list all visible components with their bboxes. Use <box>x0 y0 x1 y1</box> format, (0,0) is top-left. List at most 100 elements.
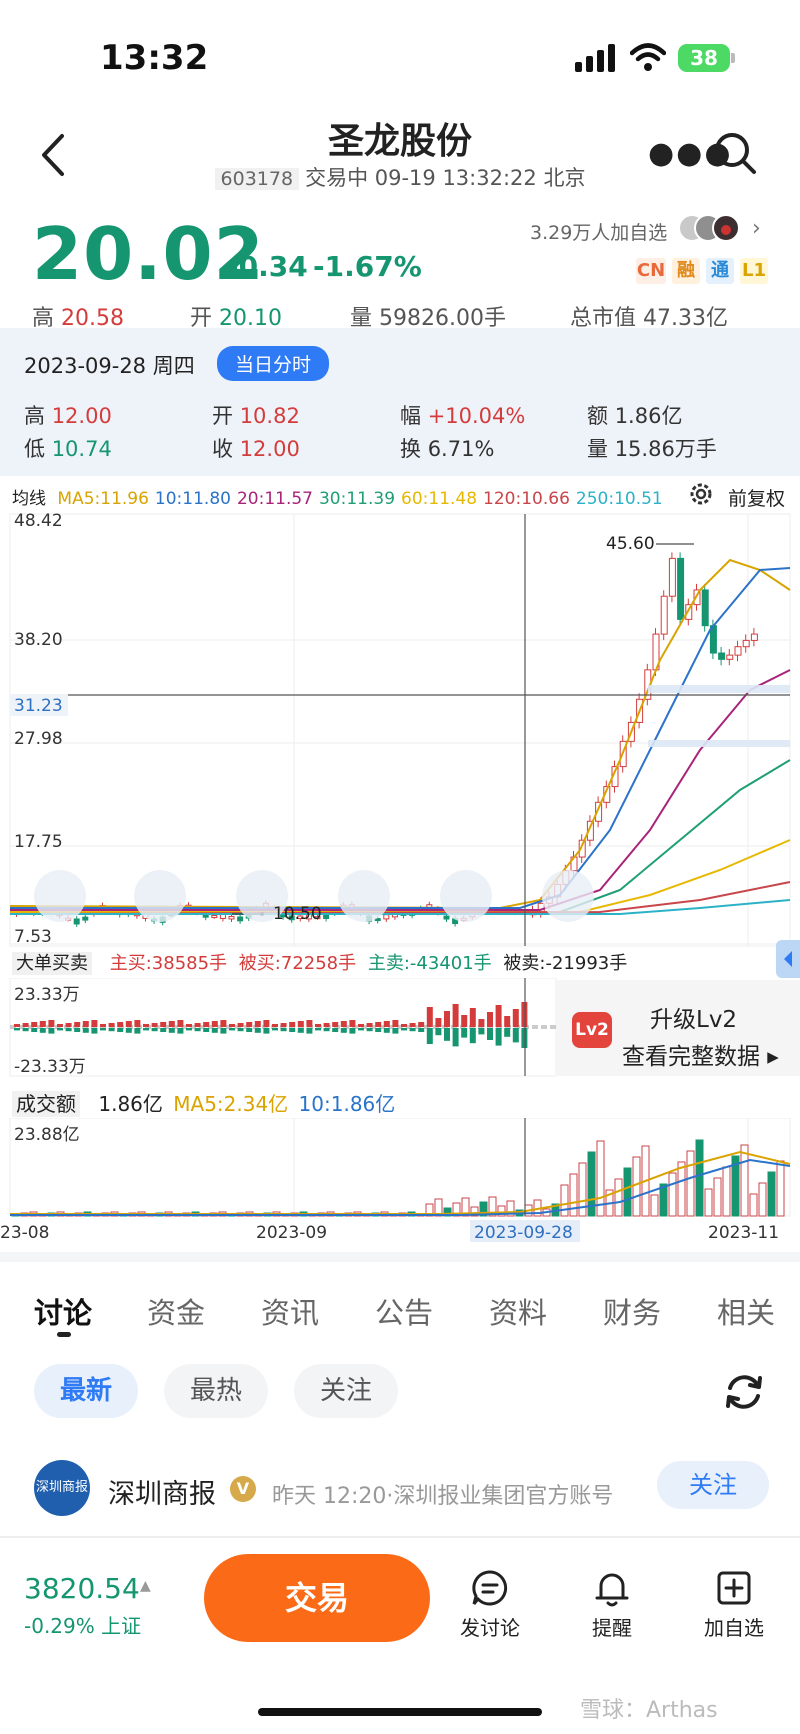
discuss-button[interactable]: 发讨论 <box>440 1568 540 1641</box>
y-axis-label: 17.75 <box>14 832 63 852</box>
tab-underline <box>57 1332 71 1337</box>
x-axis-label: 2023-11 <box>708 1223 779 1243</box>
bigorder-bar <box>48 1028 55 1034</box>
badge-cn: CN <box>636 258 666 284</box>
discuss-label: 发讨论 <box>460 1616 520 1640</box>
tab-funds[interactable]: 资金 <box>147 1296 206 1330</box>
stock-badges: CN 融 通 L1 <box>636 258 768 284</box>
bigorder-label: 大单买卖 <box>12 952 92 975</box>
info-tabs: 讨论 资金 资讯 公告 资料 财务 相关 <box>0 1290 800 1336</box>
add-watchlist-button[interactable]: 加自选 <box>684 1568 784 1641</box>
volume-bar <box>461 1197 470 1217</box>
gear-icon[interactable] <box>688 481 714 507</box>
bigorder-bar <box>297 1028 304 1033</box>
volume-bar <box>497 1205 506 1217</box>
follow-button[interactable]: 关注 <box>657 1461 769 1509</box>
candle <box>693 589 701 606</box>
remind-button[interactable]: 提醒 <box>562 1568 662 1641</box>
bigorder-bottom: -23.33万 <box>14 1057 86 1077</box>
search-icon[interactable] <box>712 130 758 176</box>
bigorder-bar <box>349 1028 356 1034</box>
bigorder-bar <box>203 1022 210 1027</box>
volume-bar <box>659 1183 668 1217</box>
candle <box>685 604 693 620</box>
chip-following[interactable]: 关注 <box>294 1364 398 1418</box>
volume-ma-line <box>10 1158 791 1216</box>
candle <box>578 839 586 858</box>
bigorder-bar <box>358 1024 364 1027</box>
bigorder-bar <box>495 1005 502 1027</box>
bigorder-bar <box>289 1022 296 1027</box>
chevron-right-icon[interactable]: › <box>752 216 761 241</box>
status-time: 13:32 <box>100 38 209 78</box>
volume-bar <box>623 1167 632 1217</box>
author-name[interactable]: 深圳商报 <box>108 1479 216 1510</box>
bigorder-bar <box>332 1028 339 1032</box>
bigorder-bar <box>100 1028 106 1031</box>
intraday-button[interactable]: 当日分时 <box>217 346 330 381</box>
lv2-title: 升级Lv2 <box>650 1007 738 1033</box>
passive-buy: 被买:72258手 <box>238 953 357 974</box>
volume-bar <box>713 1177 722 1217</box>
trade-button[interactable]: 交易 <box>204 1554 430 1642</box>
refresh-icon[interactable] <box>722 1370 766 1414</box>
bigorder-bar <box>487 1012 493 1027</box>
tab-profile[interactable]: 资料 <box>489 1296 548 1330</box>
tab-announcements[interactable]: 公告 <box>375 1296 434 1330</box>
volume-bar <box>470 1206 479 1217</box>
stock-code: 603178 <box>214 168 300 190</box>
bigorder-bar <box>297 1021 304 1027</box>
lv2-subtitle[interactable]: 查看完整数据 ▸ <box>622 1044 779 1070</box>
tab-discussion[interactable]: 讨论 <box>34 1296 93 1330</box>
home-indicator[interactable] <box>258 1708 542 1716</box>
side-expand-tab[interactable] <box>776 940 800 978</box>
chip-hot[interactable]: 最热 <box>164 1364 268 1418</box>
bigorder-bar <box>375 1028 382 1032</box>
bigorder-bar <box>349 1020 356 1027</box>
tab-related[interactable]: 相关 <box>717 1296 776 1330</box>
index-value[interactable]: 3820.54 <box>24 1572 140 1605</box>
panel-date: 2023-09-28 周四 <box>24 354 195 378</box>
bigorder-bar <box>57 1024 63 1027</box>
bigorder-bar <box>452 1004 459 1027</box>
quote-mcap: 总市值 47.33亿 <box>570 306 728 331</box>
tab-news[interactable]: 资讯 <box>261 1296 320 1330</box>
tab-financials[interactable]: 财务 <box>603 1296 662 1330</box>
chip-latest[interactable]: 最新 <box>34 1364 138 1418</box>
author-avatar[interactable]: 深圳商报 <box>34 1460 90 1516</box>
turnover-ma5: MA5:2.34亿 <box>173 1092 289 1116</box>
x-axis-label: 2023-09-28 <box>474 1223 573 1243</box>
back-arrow-icon[interactable] <box>38 130 68 180</box>
lv2-icon: Lv2 <box>572 1012 612 1048</box>
post-meta: 昨天 12:20·深圳报业集团官方账号 <box>272 1484 614 1509</box>
bigorder-bar <box>91 1020 98 1027</box>
bigorder-bar <box>151 1028 158 1032</box>
cellular-signal-icon <box>575 44 615 72</box>
bigorder-bar <box>237 1028 244 1032</box>
crosshair-value: 31.23 <box>14 696 63 716</box>
bigorder-bar <box>495 1028 502 1046</box>
kline-chart[interactable]: 48.42 38.20 27.98 17.75 7.53 31.23 45.60… <box>0 510 800 950</box>
bigorder-bar <box>74 1022 81 1027</box>
bigorder-bar <box>426 1007 433 1027</box>
bigorder-bar <box>160 1022 167 1027</box>
bigorder-bar <box>409 1028 416 1032</box>
follower-avatars[interactable] <box>678 210 758 246</box>
ma-item: 60:11.48 <box>401 489 478 509</box>
bigorder-bar <box>366 1028 373 1032</box>
adjust-mode[interactable]: 前复权 <box>728 488 786 510</box>
panel-close: 收 12.00 <box>212 437 300 461</box>
volume-bar <box>749 1193 758 1217</box>
bigorder-bar <box>426 1028 433 1044</box>
bigorder-bar <box>143 1024 149 1027</box>
min-price-label: 10.50 <box>273 904 322 924</box>
ma-line <box>10 567 791 909</box>
bigorder-bar <box>134 1028 141 1034</box>
candle <box>677 557 685 620</box>
bigorder-bar <box>177 1028 184 1034</box>
followers-count[interactable]: 3.29万人加自选 <box>530 222 668 244</box>
bigorder-bar <box>211 1021 218 1027</box>
bigorder-bar <box>323 1028 330 1032</box>
bigorder-bar <box>246 1022 253 1027</box>
bigorder-bar <box>383 1028 390 1033</box>
